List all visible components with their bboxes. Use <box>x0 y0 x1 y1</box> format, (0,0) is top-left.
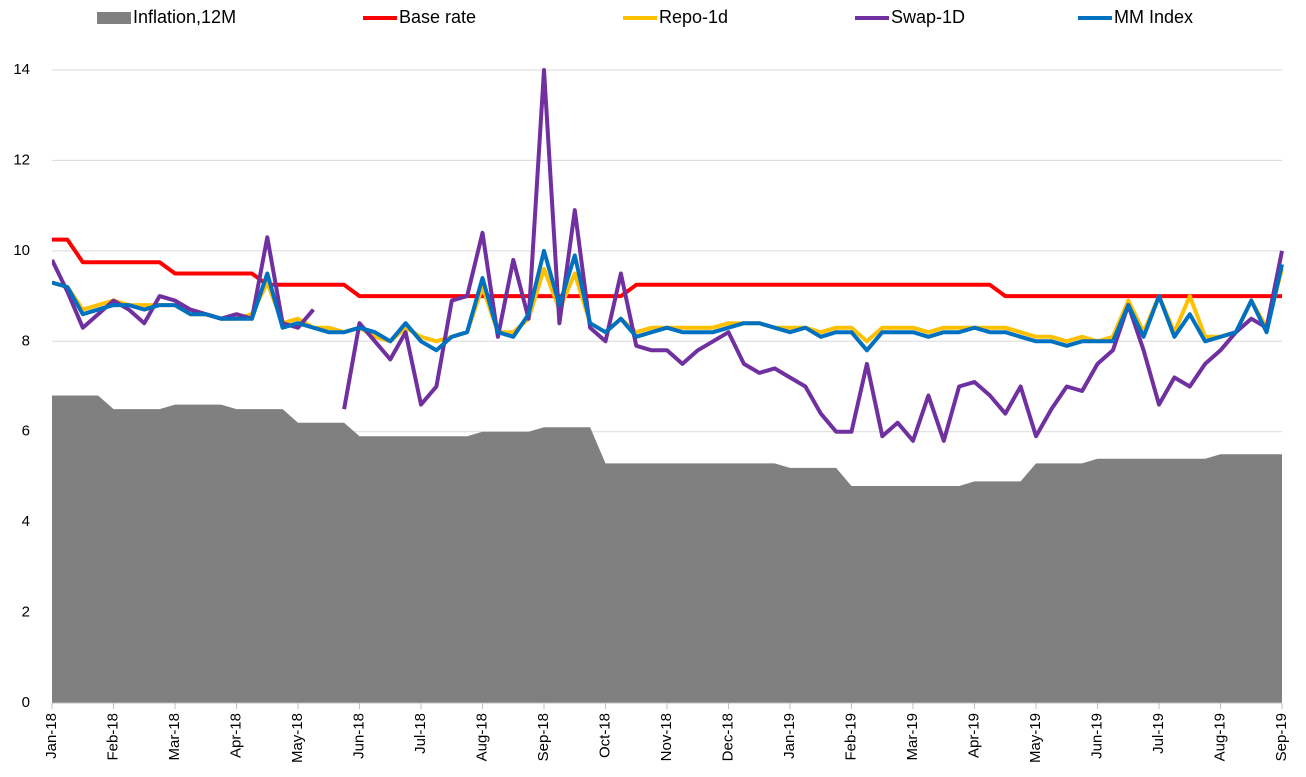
x-tick-label: Nov-18 <box>658 713 675 761</box>
x-tick-label: Mar-19 <box>904 713 921 761</box>
legend-swatch <box>97 12 131 24</box>
x-tick-label: Jun-19 <box>1088 713 1105 759</box>
y-tick-label: 4 <box>22 513 30 530</box>
line <box>52 237 1282 299</box>
x-tick-label: Feb-19 <box>842 713 859 761</box>
y-tick-label: 2 <box>22 604 30 621</box>
x-tick-label: Dec-18 <box>719 713 736 761</box>
legend-label: Inflation,12M <box>133 7 236 27</box>
x-tick-label: Jul-18 <box>412 713 429 754</box>
area <box>52 395 1282 703</box>
x-tick-label: Jan-18 <box>43 713 60 759</box>
line <box>52 266 1284 344</box>
line <box>52 68 1284 443</box>
y-tick-label: 14 <box>13 61 30 78</box>
x-tick-label: Jul-19 <box>1150 713 1167 754</box>
x-tick-label: Aug-19 <box>1211 713 1228 761</box>
plot-area <box>52 68 1284 703</box>
y-tick-label: 12 <box>13 151 30 168</box>
y-tick-label: 0 <box>22 694 30 711</box>
x-tick-label: Mar-18 <box>166 713 183 761</box>
legend-label: MM Index <box>1114 7 1193 27</box>
x-tick-label: Apr-18 <box>227 713 244 758</box>
x-tick-label: Sep-18 <box>535 713 552 761</box>
y-tick-label: 6 <box>22 423 30 440</box>
x-tick-label: Feb-18 <box>104 713 121 761</box>
x-tick-label: May-18 <box>289 713 306 763</box>
line <box>52 248 1284 353</box>
x-tick-label: Jan-19 <box>781 713 798 759</box>
legend-label: Swap-1D <box>891 7 965 27</box>
x-tick-label: Jun-18 <box>350 713 367 759</box>
x-tick-label: Oct-18 <box>596 713 613 758</box>
y-tick-label: 10 <box>13 242 30 259</box>
legend-label: Repo-1d <box>659 7 728 27</box>
legend-label: Base rate <box>399 7 476 27</box>
x-tick-label: Apr-19 <box>965 713 982 758</box>
x-tick-label: Sep-19 <box>1273 713 1290 761</box>
x-tick-label: Aug-18 <box>473 713 490 761</box>
x-tick-label: May-19 <box>1027 713 1044 763</box>
y-tick-label: 8 <box>22 332 30 349</box>
